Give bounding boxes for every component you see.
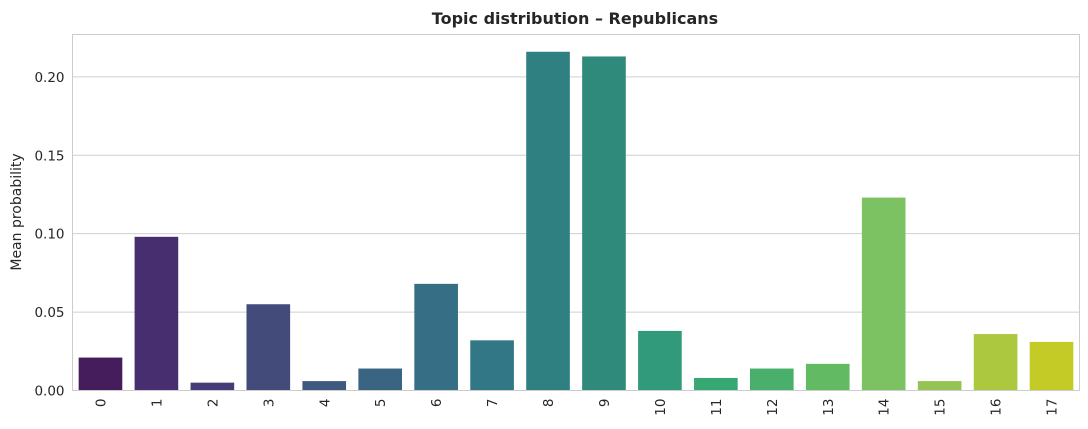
x-tick-label: 11 (709, 399, 725, 416)
bar-topic-10 (638, 330, 682, 391)
bar-topic-13 (805, 363, 850, 391)
x-axis-ticks: 0 1 2 3 4 5 6 7 8 9 10 11 12 13 14 15 16 17 (93, 399, 1060, 416)
x-tick-label: 2 (205, 399, 221, 408)
bar-topic-14 (861, 197, 906, 391)
bar-topic-9 (582, 56, 626, 391)
x-tick-label: 7 (485, 399, 501, 408)
bar-topic-17 (1029, 341, 1074, 391)
bar-topic-0 (78, 357, 123, 391)
gridlines (72, 76, 1080, 391)
x-tick-label: 17 (1045, 399, 1061, 416)
x-tick-label: 14 (877, 399, 893, 416)
x-tick-label: 3 (261, 399, 277, 408)
bar-topic-1 (134, 236, 179, 391)
x-tick-label: 8 (541, 399, 557, 408)
bar-topic-11 (694, 377, 738, 391)
bar-topic-15 (917, 381, 962, 391)
bar-topic-4 (302, 381, 347, 391)
y-tick-label: 0.15 (34, 148, 64, 164)
bar-topic-6 (414, 283, 458, 391)
bar-topic-2 (190, 382, 235, 391)
x-tick-label: 16 (989, 399, 1005, 416)
chart-title: Topic distribution – Republicans (432, 9, 718, 28)
x-tick-label: 12 (765, 399, 781, 416)
x-tick-label: 0 (93, 399, 109, 408)
x-tick-label: 5 (373, 399, 389, 408)
bar-topic-5 (358, 368, 403, 391)
x-tick-label: 1 (149, 399, 165, 408)
y-tick-label: 0.20 (34, 70, 64, 86)
bar-topic-12 (749, 368, 794, 391)
bars (78, 51, 1074, 391)
y-tick-label: 0.10 (34, 227, 64, 243)
bar-topic-3 (246, 304, 291, 391)
bar-topic-16 (973, 334, 1018, 391)
y-tick-label: 0.05 (34, 305, 64, 321)
plot-frame (72, 34, 1080, 391)
x-tick-label: 13 (821, 399, 837, 416)
y-axis-ticks: 0.00 0.05 0.10 0.15 0.20 (34, 70, 64, 400)
x-tick-label: 9 (597, 399, 613, 408)
bar-topic-8 (526, 51, 570, 391)
x-tick-label: 4 (317, 399, 333, 408)
y-axis-label: Mean probability (9, 153, 25, 270)
y-tick-label: 0.00 (34, 384, 64, 400)
bar-topic-7 (470, 340, 514, 391)
x-tick-label: 15 (933, 399, 949, 416)
x-tick-label: 6 (429, 399, 445, 408)
x-tick-label: 10 (653, 399, 669, 416)
